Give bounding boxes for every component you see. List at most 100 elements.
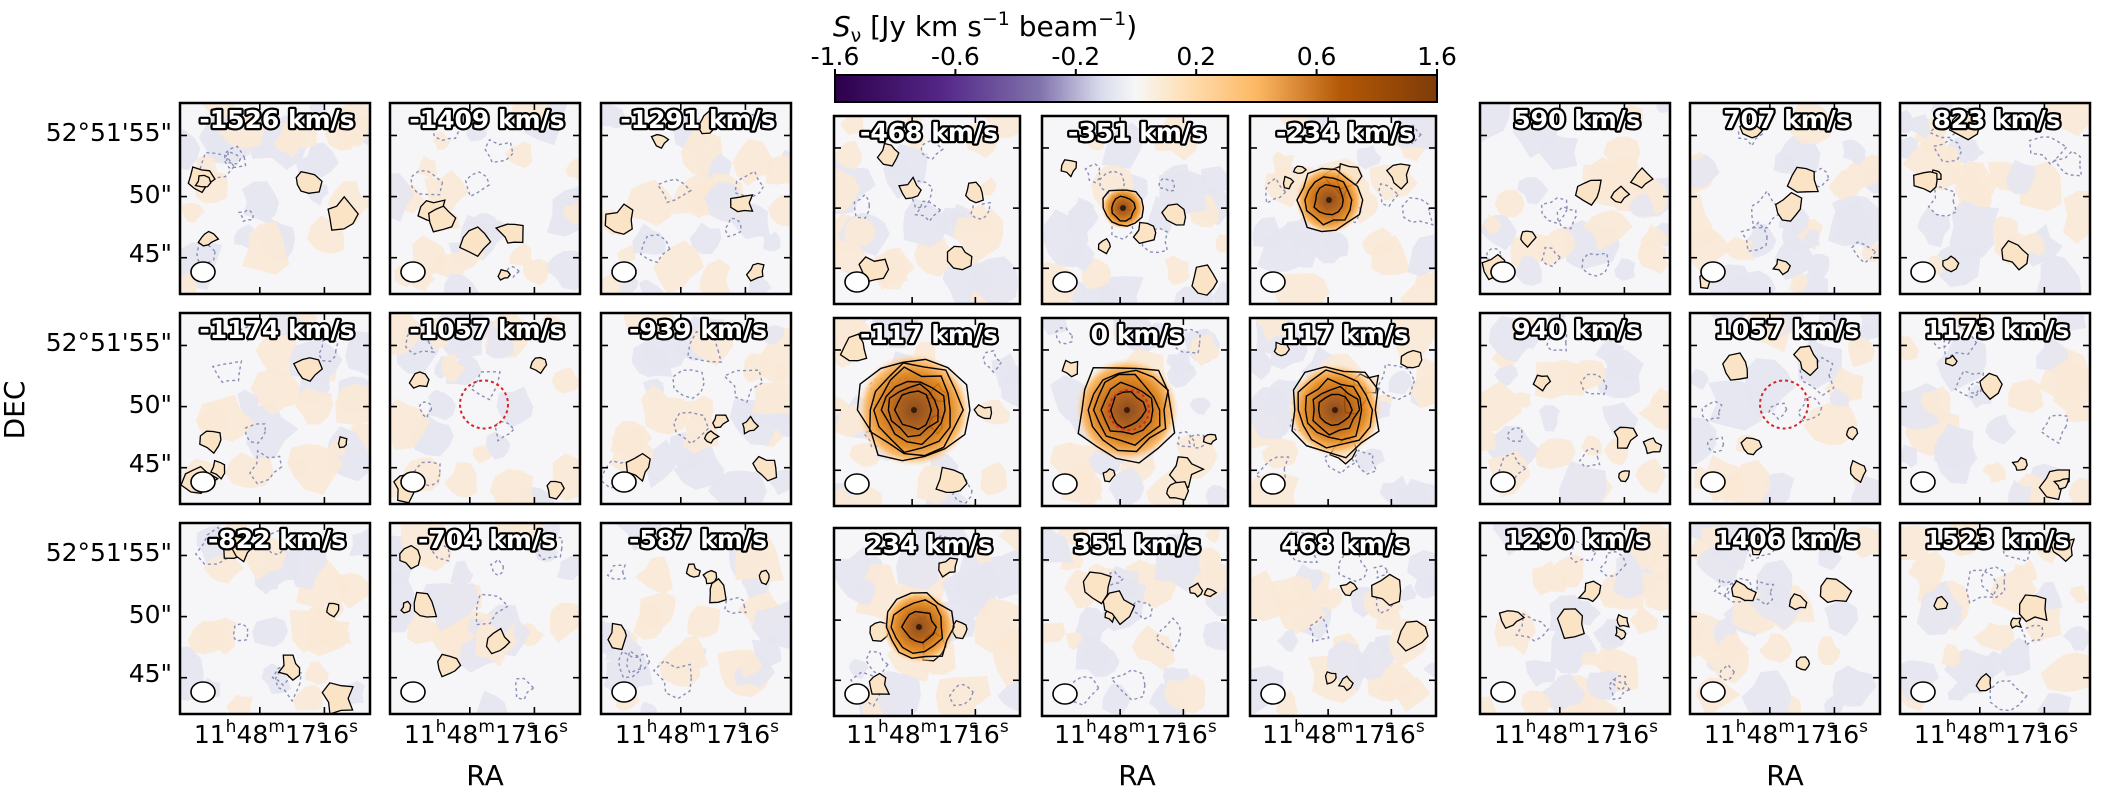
negative-contour (1954, 370, 1985, 399)
channel-panel: -587 km/s (599, 521, 793, 716)
noise-patch (601, 103, 625, 129)
beam-ellipse (844, 271, 870, 293)
panel-frame (1040, 526, 1230, 718)
noise-patch (1848, 526, 1880, 559)
positive-contour (1585, 330, 1599, 342)
noise-patch (1759, 632, 1793, 663)
noise-patch (1371, 235, 1411, 275)
velocity-label: 351 km/s (1073, 530, 1201, 559)
beam-ellipse (190, 681, 216, 703)
noise-patch (1143, 322, 1168, 349)
negative-contour (1401, 197, 1434, 226)
negative-contour (1608, 678, 1631, 700)
noise-patch (1640, 224, 1670, 251)
x-axis: 11h 48m 17s 16s 11h 48m 17s 16s 11h 48m 17… (194, 717, 2078, 792)
negative-contour (2040, 414, 2069, 445)
source-contour (887, 383, 939, 438)
panel-frame (832, 526, 1022, 718)
noise-patch (463, 213, 500, 243)
positive-contour (1979, 372, 2003, 401)
positive-contour (2038, 469, 2071, 501)
positive-contour (1337, 675, 1354, 692)
negative-contour (1568, 538, 1597, 564)
positive-contour (1202, 433, 1218, 445)
noise-patch (2023, 233, 2045, 256)
positive-contour (1845, 425, 1859, 441)
noise-patch (324, 116, 359, 151)
channel-panel: -1526 km/s (178, 101, 372, 296)
noise-patch (522, 258, 549, 286)
noise-patch (273, 126, 301, 158)
noise-patch (1131, 625, 1176, 671)
noise-patch (848, 658, 869, 679)
beam-ellipse (1052, 683, 1078, 705)
y-tick-label: 45" (129, 659, 172, 688)
noise-patch (1271, 575, 1314, 616)
x-tick-label: 16s (527, 717, 568, 749)
positive-contour (1722, 352, 1749, 381)
negative-contour (686, 329, 723, 363)
noise-patch (905, 133, 925, 153)
channel-panel: -1057 km/s (388, 311, 582, 506)
noise-patch (485, 431, 511, 460)
noise-patch (511, 103, 550, 129)
noise-patch (218, 108, 265, 149)
noise-patch (732, 138, 775, 187)
noise-patch (834, 166, 861, 211)
positive-contour (1371, 573, 1402, 607)
noise-patch (1395, 116, 1436, 151)
negative-contour (410, 169, 444, 196)
source-peak (911, 407, 917, 413)
noise-patch (1356, 448, 1385, 473)
y-tick-label: 45" (129, 239, 172, 268)
positive-contour (935, 466, 968, 494)
negative-contour (1980, 566, 2006, 599)
noise-patch (633, 602, 663, 640)
noise-patch (641, 384, 689, 435)
negative-contour (1927, 184, 1958, 218)
noise-patch (390, 172, 415, 223)
negative-contour (1404, 124, 1422, 145)
negative-contour (1741, 532, 1781, 562)
noise-patch (1620, 105, 1644, 128)
noise-patch (742, 353, 772, 383)
positive-contour (1616, 613, 1630, 628)
aperture-circle (1759, 379, 1809, 430)
noise-patch (2036, 254, 2082, 294)
negative-contour (865, 650, 889, 677)
channel-panel: 0 km/s (1040, 316, 1230, 508)
positive-contour (1168, 456, 1206, 489)
noise-patch (472, 445, 493, 464)
source-contour (1100, 381, 1154, 435)
panel-frame (832, 316, 1022, 508)
noise-patch (1824, 601, 1858, 637)
noise-patch (1102, 683, 1131, 716)
noise-patch (1202, 621, 1228, 651)
noise-patch (292, 684, 323, 711)
noise-patch (1585, 670, 1619, 700)
noise-patch (673, 443, 724, 490)
noise-patch (1594, 338, 1627, 372)
positive-contour (199, 430, 222, 455)
noise-patch (1042, 622, 1066, 644)
velocity-label: 468 km/s (1281, 530, 1409, 559)
positive-contour (1933, 595, 1949, 611)
x-tick-label: 11h 48m 17s (1494, 717, 1626, 749)
positive-contour (2010, 617, 2023, 629)
aperture-circle (459, 379, 509, 430)
beam-ellipse (1700, 681, 1726, 703)
y-tick-label: 50" (129, 390, 172, 419)
channel-panel: -468 km/s (832, 114, 1022, 306)
noise-patch (1754, 313, 1788, 339)
source-contour (1304, 377, 1363, 441)
positive-contour (938, 557, 959, 578)
negative-contour (1307, 615, 1330, 643)
noise-patch (335, 383, 370, 425)
noise-patch (898, 116, 922, 136)
noise-patch (935, 676, 991, 716)
noise-patch (1162, 163, 1193, 199)
noise-patch (1494, 364, 1519, 387)
colorbar-tick-label: 1.6 (1417, 42, 1457, 71)
negative-contour (418, 400, 433, 420)
x-tick-label: 11h 48m 17s (404, 717, 536, 749)
